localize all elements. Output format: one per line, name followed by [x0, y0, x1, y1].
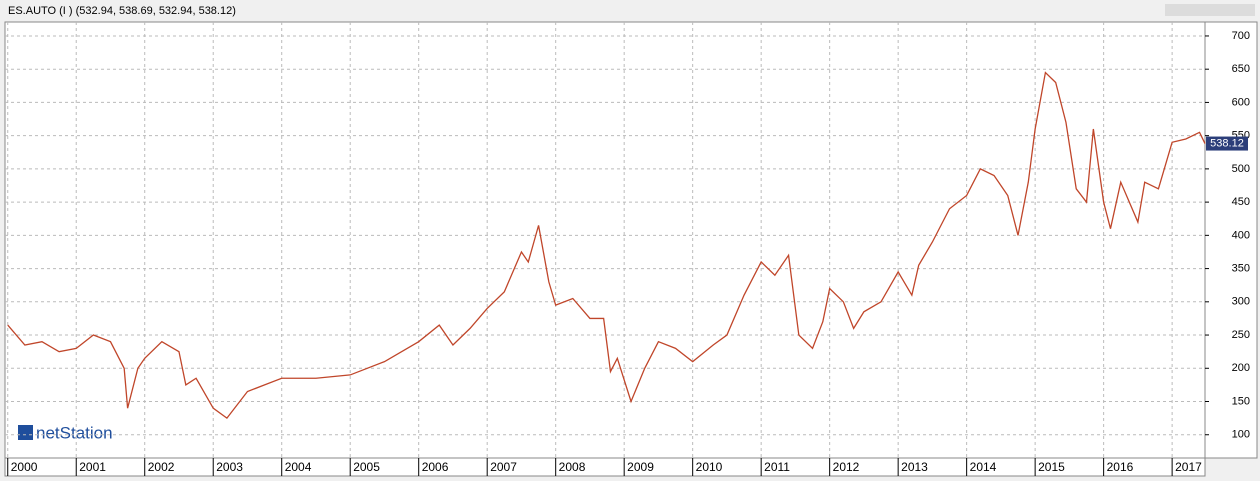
x-tick-label: 2010: [696, 460, 723, 474]
last-price-box: [1206, 136, 1248, 151]
x-tick-label: 2006: [422, 460, 449, 474]
chart-title: ES.AUTO (I ) (532.94, 538.69, 532.94, 53…: [8, 5, 236, 17]
x-tick-label: 2008: [559, 460, 586, 474]
x-tick-label: 2017: [1175, 460, 1202, 474]
y-tick-label: 200: [1232, 362, 1250, 374]
y-axis-area: [1204, 21, 1258, 459]
x-tick-label: 2015: [1038, 460, 1065, 474]
logo-icon: [18, 425, 33, 440]
window-controls[interactable]: [1165, 4, 1255, 16]
plot-area: [4, 21, 1206, 459]
x-tick-label: 2009: [627, 460, 654, 474]
y-tick-label: 300: [1232, 296, 1250, 308]
y-tick-label: 150: [1232, 395, 1250, 407]
y-tick-label: 100: [1232, 429, 1250, 441]
x-tick-label: 2007: [490, 460, 517, 474]
x-tick-label: 2012: [833, 460, 860, 474]
x-tick-label: 2005: [353, 460, 380, 474]
y-tick-label: 350: [1232, 262, 1250, 274]
y-tick-label: 500: [1232, 163, 1250, 175]
x-tick-label: 2013: [901, 460, 928, 474]
y-tick-label: 400: [1232, 229, 1250, 241]
x-tick-label: 2000: [11, 460, 38, 474]
x-tick-label: 2001: [79, 460, 106, 474]
x-tick-label: 2014: [970, 460, 997, 474]
y-tick-label: 250: [1232, 329, 1250, 341]
y-tick-label: 450: [1232, 196, 1250, 208]
x-tick-label: 2003: [216, 460, 243, 474]
x-axis-area: [4, 457, 1206, 477]
price-line: [7, 71, 1206, 420]
x-tick-label: 2016: [1107, 460, 1134, 474]
last-price-label: 538.12: [1210, 137, 1244, 149]
x-tick-label: 2002: [148, 460, 175, 474]
x-tick-label: 2011: [764, 460, 790, 474]
y-tick-label: 600: [1232, 96, 1250, 108]
y-tick-label: 650: [1232, 63, 1250, 75]
logo: netStation: [36, 423, 113, 442]
y-tick-label: 700: [1232, 30, 1250, 42]
x-tick-label: 2004: [285, 460, 312, 474]
